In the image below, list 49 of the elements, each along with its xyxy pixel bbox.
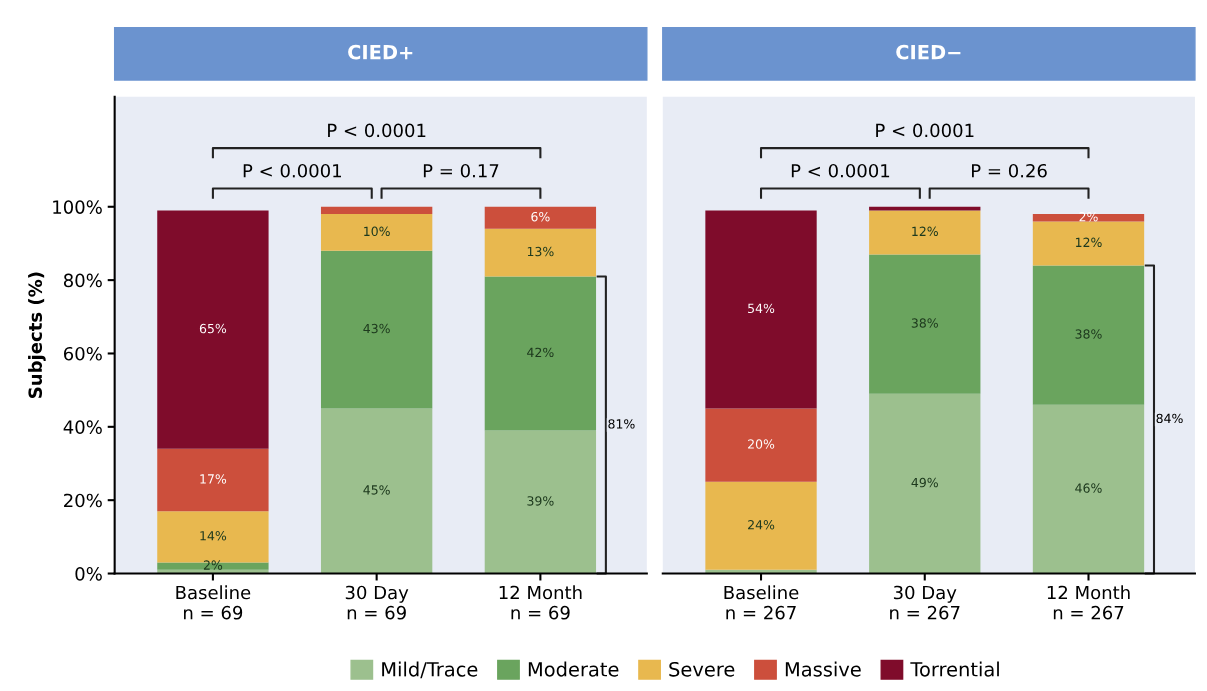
y-tick-label: 100% (53, 200, 102, 214)
legend-label: Severe (669, 661, 735, 677)
data-label: 38% (911, 318, 938, 328)
data-label: 49% (911, 477, 938, 488)
y-tick-label: 40% (63, 420, 102, 434)
data-label: 12% (1075, 237, 1102, 248)
x-tick-label: 30 Day n = 69 (345, 585, 409, 620)
data-label: 17% (200, 474, 227, 484)
y-tick-label: 80% (63, 273, 102, 288)
data-label: 6% (531, 211, 550, 222)
legend-label: Moderate (528, 661, 619, 677)
annotation: P < 0.0001 (243, 163, 341, 178)
x-tick-label: Baseline n = 69 (176, 585, 251, 620)
annotation: P < 0.0001 (791, 163, 890, 178)
data-label: 54% (748, 303, 775, 314)
annotation: 81% (608, 419, 635, 429)
data-label: 12% (912, 226, 938, 237)
legend-label: Torrential (910, 661, 999, 677)
x-tick-label: 12 Month n = 69 (499, 585, 582, 620)
data-label: 39% (527, 496, 554, 506)
x-tick-label: 30 Day n = 267 (890, 585, 960, 620)
data-label: 24% (748, 520, 775, 530)
annotation: P = 0.26 (972, 163, 1047, 178)
chart-title: CIED+ (348, 44, 413, 60)
x-tick-label: 12 Month n = 267 (1047, 585, 1130, 620)
legend-label: Mild/Trace (382, 661, 478, 679)
data-label: 2% (203, 560, 223, 570)
legend-label: Massive (785, 661, 861, 677)
annotation: P < 0.0001 (328, 123, 426, 138)
data-label: 38% (1075, 329, 1102, 339)
data-label: 46% (1075, 483, 1102, 493)
data-label: 2% (1079, 211, 1098, 222)
data-label: 10% (364, 226, 390, 237)
y-axis-title: Subjects (%) (28, 272, 46, 398)
y-tick-label: 20% (64, 493, 102, 508)
data-label: 45% (363, 485, 390, 495)
x-tick-label: Baseline n = 267 (724, 585, 799, 620)
annotation: 84% (1156, 413, 1183, 424)
data-label: 42% (527, 347, 554, 358)
data-label: 65% (199, 323, 227, 334)
y-tick-label: 0% (75, 566, 102, 581)
data-label: 13% (527, 246, 554, 257)
y-tick-label: 60% (63, 346, 102, 361)
annotation: P = 0.17 (423, 163, 499, 178)
data-label: 43% (363, 323, 390, 334)
annotation: P < 0.0001 (876, 123, 974, 138)
chart-title: CIED− (896, 44, 961, 60)
data-label: 20% (748, 439, 775, 449)
data-label: 14% (200, 531, 227, 541)
